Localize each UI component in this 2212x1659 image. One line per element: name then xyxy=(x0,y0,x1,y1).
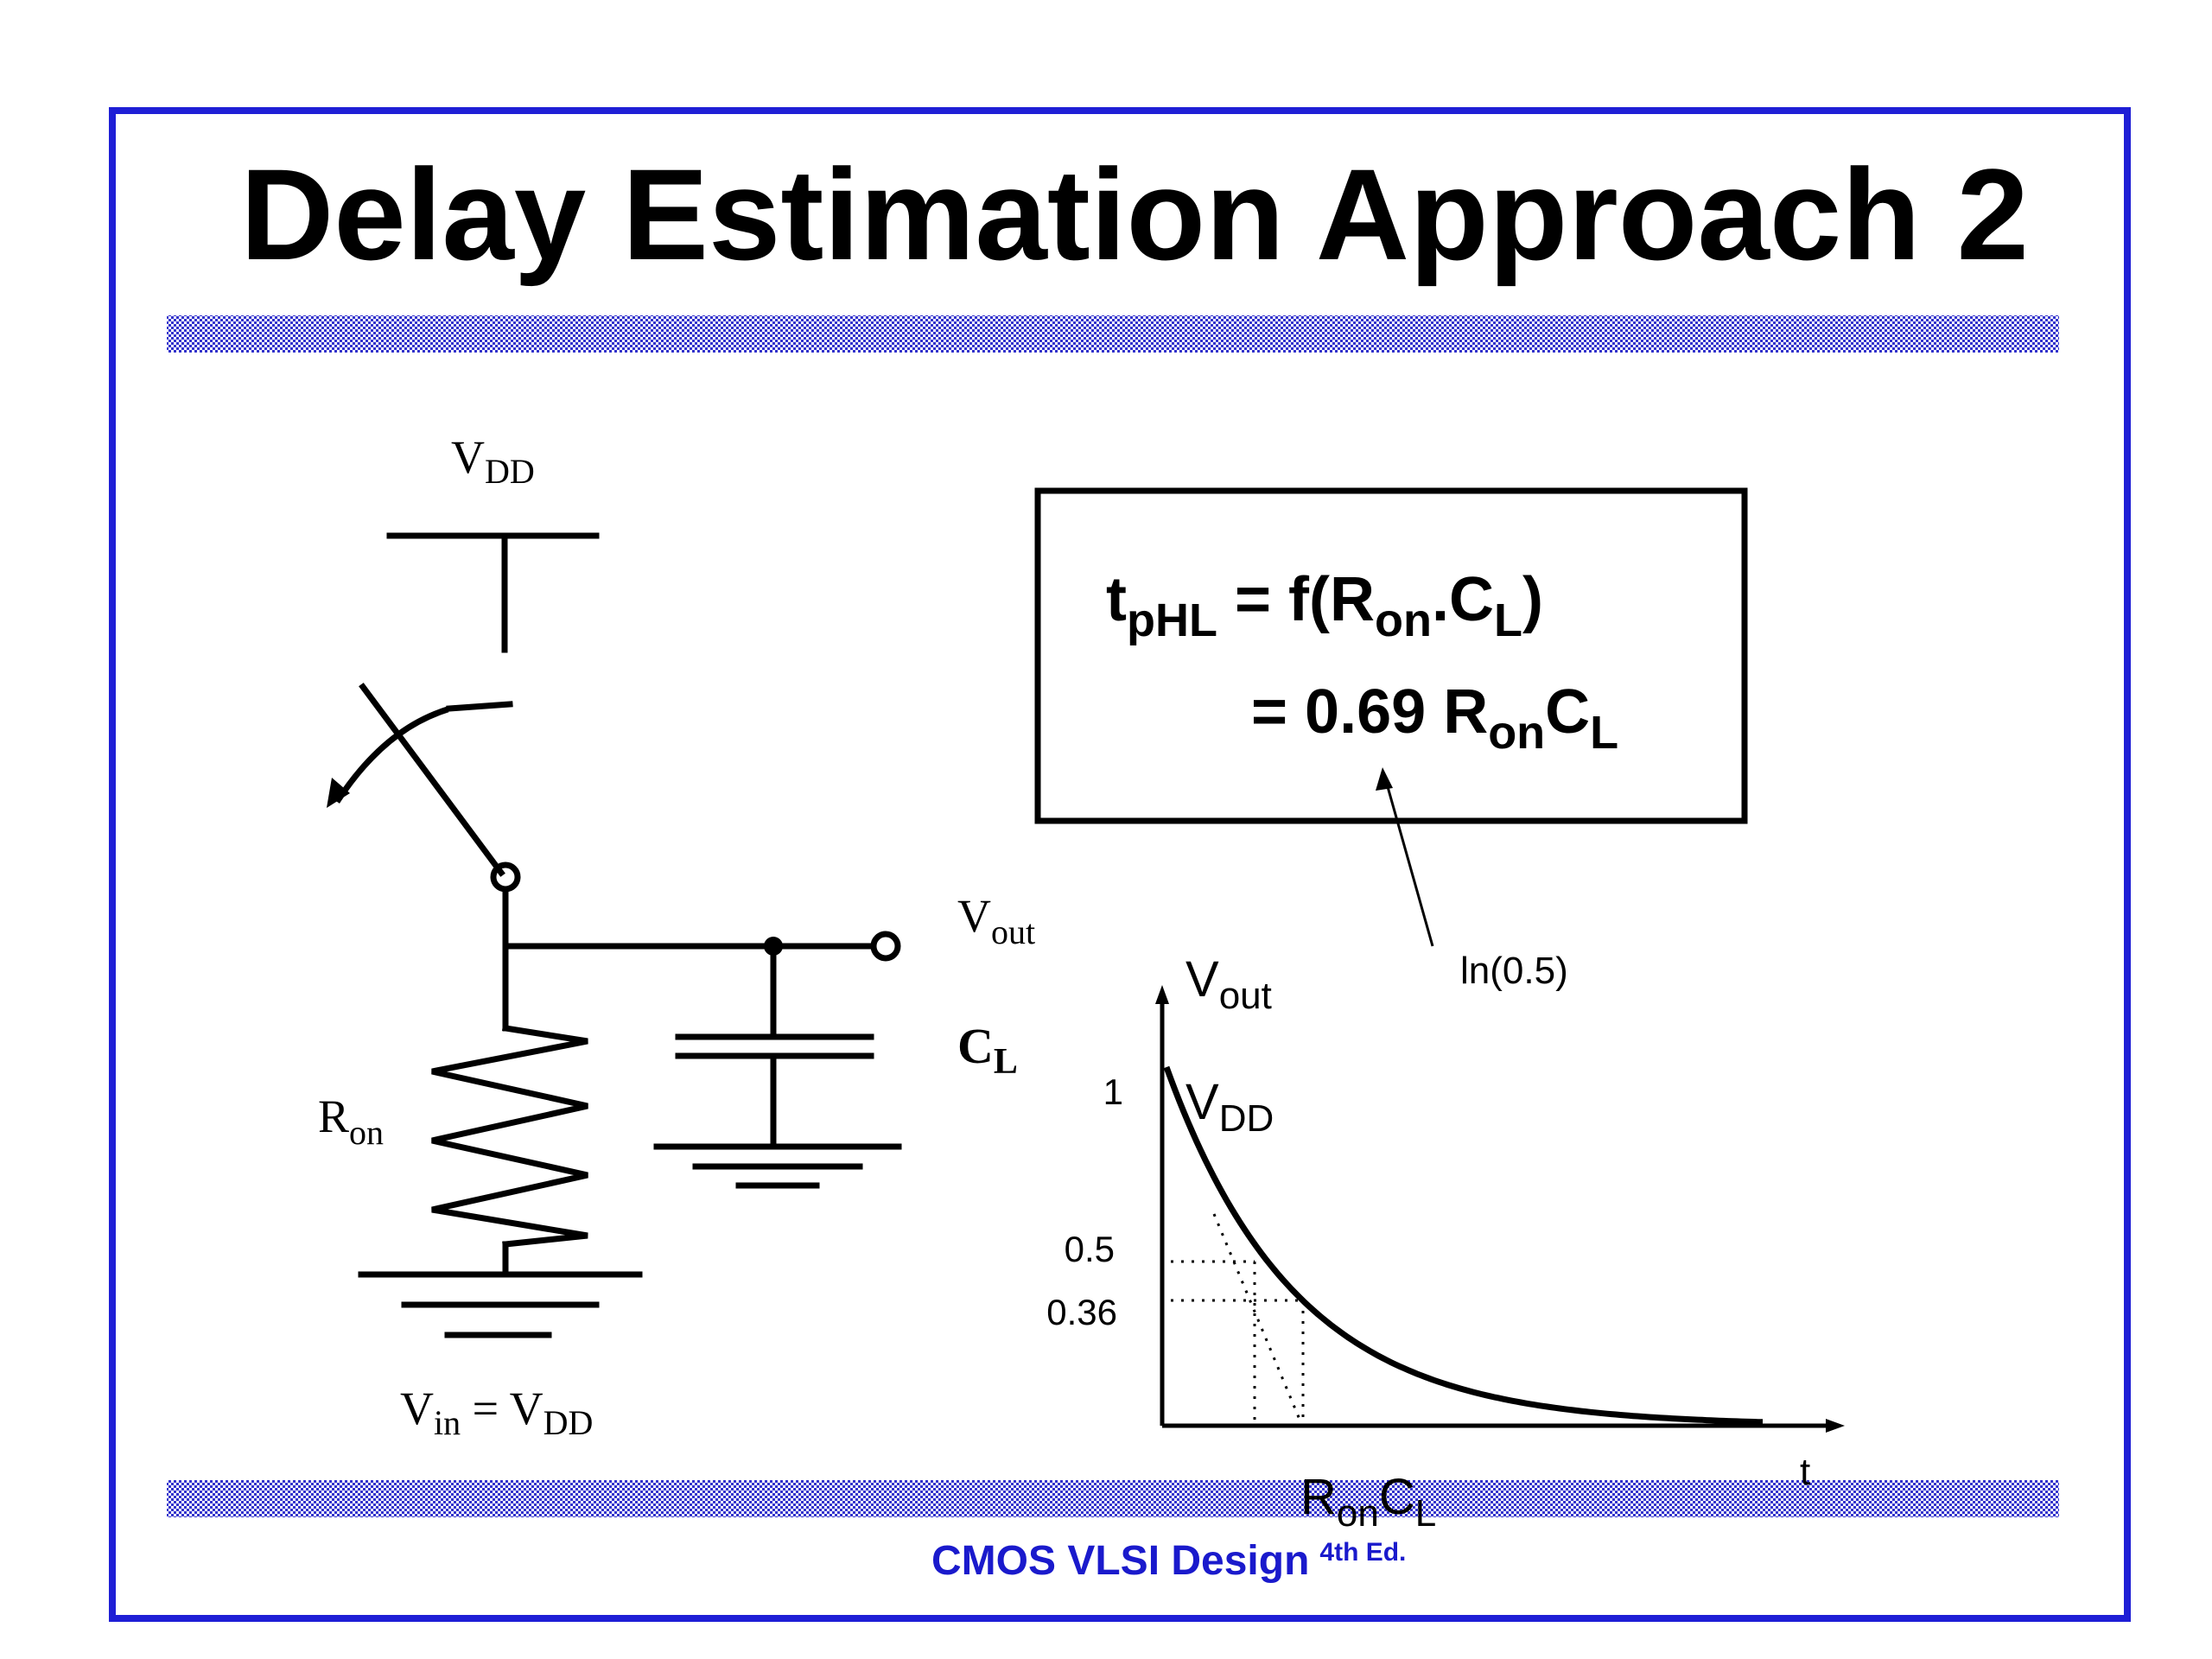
ron-cl-label: RonCL xyxy=(1300,1469,1436,1535)
slide-title: Delay Estimation Approach 2 xyxy=(240,142,2029,287)
cl-label: CL xyxy=(957,1018,1018,1082)
decay-plot xyxy=(1155,985,1845,1433)
y-axis-arrowhead xyxy=(1155,985,1169,1004)
slide-frame xyxy=(109,107,2131,1622)
equation-line-2: = 0.69 RonCL xyxy=(1251,677,1618,759)
ln-annotation: ln(0.5) xyxy=(1460,950,1568,992)
guide-lines xyxy=(1171,1213,1305,1422)
plot-vdd-label: VDD xyxy=(1185,1074,1274,1140)
x-axis-arrowhead xyxy=(1826,1419,1845,1433)
ytick-0-5: 0.5 xyxy=(1065,1229,1115,1269)
ron-label: Ron xyxy=(318,1090,384,1152)
resistor xyxy=(431,1024,588,1248)
equation-box xyxy=(1034,487,1748,824)
plot-x-label: t xyxy=(1800,1451,1810,1493)
vout-label: Vout xyxy=(957,890,1035,951)
plot-y-label: Vout xyxy=(1185,951,1272,1017)
ytick-1: 1 xyxy=(1103,1071,1123,1112)
switch-contact xyxy=(446,701,513,712)
switch-arrowhead xyxy=(327,778,350,808)
decay-curve xyxy=(1163,1065,1764,1426)
top-band xyxy=(167,315,2059,353)
switch-pivot xyxy=(490,861,521,893)
ln-pointer-arrowhead xyxy=(1376,767,1393,791)
switch-blade xyxy=(359,683,505,877)
ytick-0-36: 0.36 xyxy=(1046,1292,1117,1332)
circuit-diagram xyxy=(334,532,902,1338)
bottom-band xyxy=(167,1480,2059,1517)
vin-label: Vin = VDD xyxy=(400,1382,593,1442)
vdd-label: VDD xyxy=(451,431,535,491)
footer-text: CMOS VLSI Design 4th Ed. xyxy=(931,1538,1406,1584)
vout-terminal xyxy=(870,931,901,962)
ln-pointer-line xyxy=(1383,777,1434,947)
switch-arrow xyxy=(334,706,449,804)
equation-line-1: tpHL = f(Ron.CL) xyxy=(1106,565,1543,646)
guide-diagonal xyxy=(1212,1213,1302,1422)
vout-node-dot xyxy=(764,937,783,956)
